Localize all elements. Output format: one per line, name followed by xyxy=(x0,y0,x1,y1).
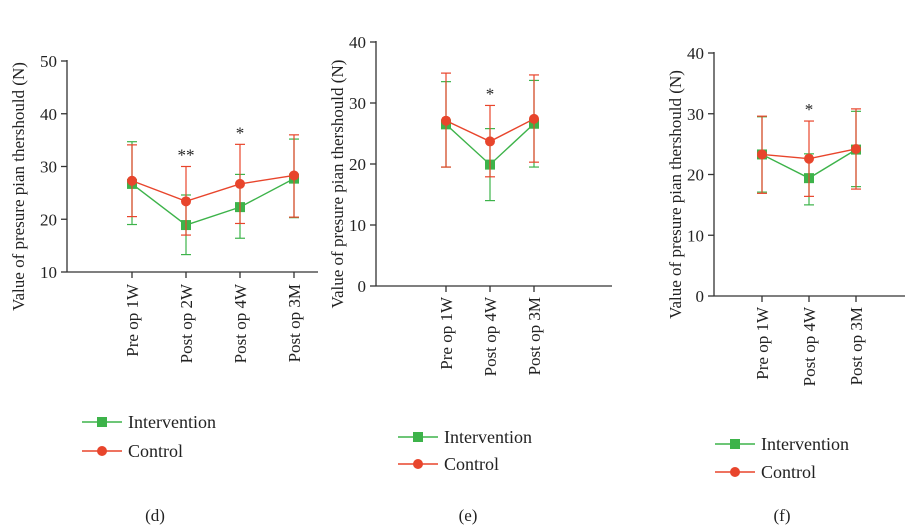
y-axis-label: Value of presure pian thershould (N) xyxy=(666,70,685,319)
y-tick-label: 10 xyxy=(40,263,57,282)
y-tick-label: 20 xyxy=(687,166,704,185)
panel-label: (e) xyxy=(459,506,478,525)
significance-marker: * xyxy=(486,84,495,103)
legend-marker-square xyxy=(413,432,423,442)
y-tick-label: 40 xyxy=(40,105,57,124)
y-tick-label: 30 xyxy=(40,158,57,177)
x-tick-label: Post op 4W xyxy=(800,306,819,386)
legend-label: Intervention xyxy=(128,412,216,432)
data-point-circle xyxy=(851,143,861,154)
legend-label: Intervention xyxy=(444,427,532,447)
y-tick-label: 20 xyxy=(40,210,57,229)
significance-marker: * xyxy=(805,100,814,119)
y-axis-label: Value of presure pian thershould (N) xyxy=(328,60,347,309)
legend-marker-square xyxy=(730,439,740,449)
significance-marker: ** xyxy=(178,146,195,165)
series-control xyxy=(757,108,861,197)
x-tick-label: Pre op 1W xyxy=(437,296,456,370)
y-tick-label: 30 xyxy=(349,94,366,113)
data-point-circle xyxy=(441,115,451,126)
y-tick-label: 10 xyxy=(687,226,704,245)
y-tick-label: 30 xyxy=(687,105,704,124)
y-tick-label: 50 xyxy=(40,52,57,71)
data-point-circle xyxy=(485,136,495,147)
x-tick-label: Post op 3M xyxy=(525,297,544,375)
data-point-circle xyxy=(804,153,814,164)
y-tick-label: 10 xyxy=(349,216,366,235)
x-tick-label: Post op 4W xyxy=(231,283,250,363)
legend-marker-circle xyxy=(413,459,423,469)
x-tick-label: Post op 2W xyxy=(177,283,196,363)
y-tick-label: 40 xyxy=(349,33,366,52)
series-control xyxy=(127,134,299,236)
y-tick-label: 0 xyxy=(358,277,367,296)
legend-label: Control xyxy=(761,462,816,482)
x-tick-label: Post op 3M xyxy=(847,307,866,385)
legend: Intervention Control xyxy=(82,412,216,461)
legend-label: Control xyxy=(128,441,183,461)
x-tick-label: Pre op 1W xyxy=(123,283,142,357)
panel-label: (d) xyxy=(145,506,165,525)
legend-label: Intervention xyxy=(761,434,849,454)
panel-label: (f) xyxy=(774,506,791,525)
data-point-circle xyxy=(235,178,245,189)
significance-marker: * xyxy=(236,123,245,142)
x-tick-label: Post op 4W xyxy=(481,296,500,376)
data-point-circle xyxy=(289,170,299,181)
x-tick-label: Post op 3M xyxy=(285,284,304,362)
legend-marker-circle xyxy=(730,467,740,477)
data-point-circle xyxy=(529,113,539,124)
legend: Intervention Control xyxy=(715,434,849,482)
legend-marker-square xyxy=(97,417,107,427)
x-tick-label: Pre op 1W xyxy=(753,306,772,380)
legend-marker-circle xyxy=(97,446,107,456)
y-axis-label: Value of presure pian thershould (N) xyxy=(9,62,28,311)
data-point-circle xyxy=(181,196,191,207)
data-point-circle xyxy=(127,175,137,186)
series-control xyxy=(441,72,539,178)
legend-label: Control xyxy=(444,454,499,474)
series-intervention xyxy=(127,138,299,256)
y-tick-label: 40 xyxy=(687,44,704,63)
series-line xyxy=(131,174,295,203)
y-tick-label: 20 xyxy=(349,155,366,174)
y-tick-label: 0 xyxy=(696,287,705,306)
chart-panel-1: 10 20 30 40 50 Value of presure pian thershou… xyxy=(9,52,318,525)
data-point-circle xyxy=(757,149,767,160)
series-line xyxy=(131,178,295,226)
legend: Intervention Control xyxy=(398,427,532,474)
